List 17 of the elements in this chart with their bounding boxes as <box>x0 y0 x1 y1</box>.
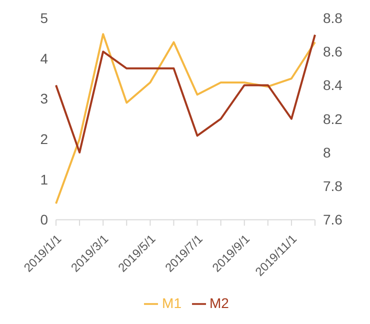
y2-tick-label: 8.8 <box>323 10 343 26</box>
legend-label: M1 <box>162 294 182 311</box>
y2-tick-label: 8.2 <box>323 110 343 127</box>
y-tick-label: 0 <box>40 212 48 228</box>
y2-tick-label: 7.8 <box>323 178 343 194</box>
y-tick-label: 3 <box>40 90 48 107</box>
line-series <box>55 34 316 154</box>
y2-tick-label: 8 <box>323 144 331 160</box>
legend-label: M2 <box>210 294 229 311</box>
y2-tick-label: 7.6 <box>323 212 343 228</box>
y-tick-label: 2 <box>40 130 48 147</box>
y-tick-label: 1 <box>40 171 48 188</box>
y2-tick-label: 8.4 <box>323 77 343 94</box>
y2-tick-label: 8.6 <box>323 44 343 60</box>
line-series <box>55 33 316 205</box>
y-tick-label: 5 <box>40 10 48 26</box>
y-tick-label: 4 <box>40 50 48 66</box>
